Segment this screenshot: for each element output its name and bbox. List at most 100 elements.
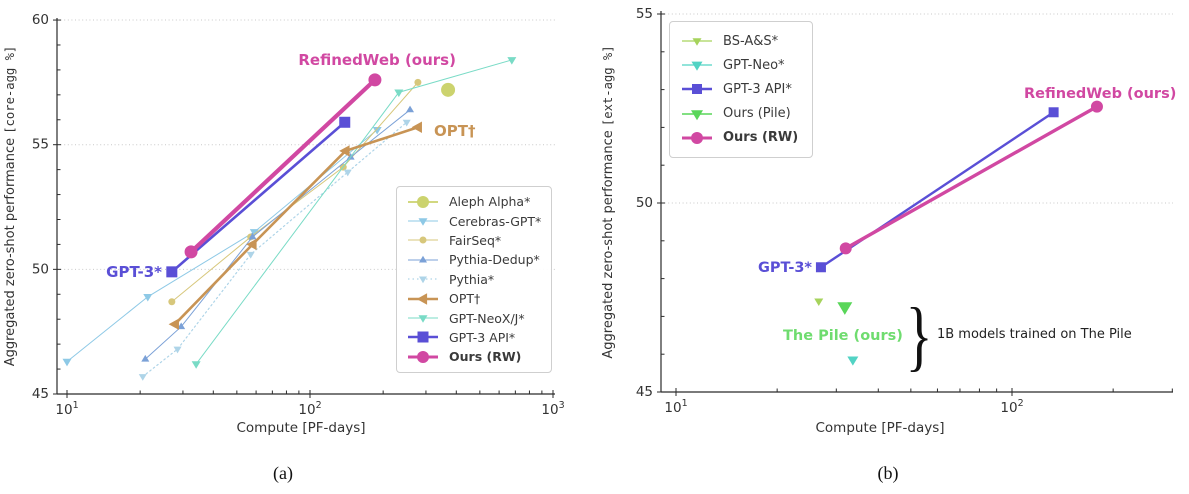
legend-marker-gpt-neox-j bbox=[418, 315, 428, 323]
annotation-a-0: RefinedWeb (ours) bbox=[298, 51, 456, 69]
legend-label-ours-rw: Ours (RW) bbox=[723, 130, 799, 146]
x-axis-label-a: Compute [PF-days] bbox=[236, 420, 365, 436]
legend-row-gpt-3-api: GPT-3 API* bbox=[406, 328, 542, 347]
x-tick-label: 102 bbox=[1000, 398, 1023, 416]
series-marker-gpt-neox-j bbox=[507, 57, 517, 65]
legend-glyph-pythia-dedup bbox=[408, 255, 438, 263]
y-tick-label: 50 bbox=[32, 261, 49, 277]
series-marker-pythia bbox=[138, 374, 147, 381]
legend-marker-bs-as bbox=[692, 38, 702, 46]
legend-marker-ours-rw bbox=[417, 350, 429, 363]
legend-row-bs-as: BS-A&S* bbox=[680, 29, 802, 53]
legend-glyph-bs-as bbox=[682, 38, 712, 46]
x-tick-label: 103 bbox=[541, 400, 564, 418]
series-marker-pythia-dedup bbox=[406, 105, 415, 113]
legend-row-cerebras-gpt: Cerebras-GPT* bbox=[406, 211, 542, 230]
series-line-pythia bbox=[142, 121, 408, 378]
caption-b: (b) bbox=[878, 463, 899, 484]
x-tick-label: 101 bbox=[664, 398, 687, 416]
legend-marker-fairseq bbox=[419, 236, 427, 244]
legend-label-fairseq: FairSeq* bbox=[449, 232, 502, 248]
series-line-opt bbox=[173, 125, 420, 326]
legend-row-pythia: Pythia* bbox=[406, 270, 542, 289]
series-marker-gpt-3-api bbox=[339, 116, 351, 128]
legend-marker-pythia-dedup bbox=[419, 255, 427, 263]
legend-row-aleph-alpha: Aleph Alpha* bbox=[406, 192, 542, 211]
legend-row-ours-pile: Ours (Pile) bbox=[680, 102, 802, 126]
series-marker-ours-pile bbox=[837, 302, 853, 315]
series-marker-bs-as bbox=[814, 298, 824, 307]
legend-glyph-pythia bbox=[408, 276, 438, 284]
plot-a-chart: 101 102 103 45 50 55 60 RefinedWeb (ours) OPT† GP… bbox=[3, 12, 565, 484]
legend-row-fairseq: FairSeq* bbox=[406, 231, 542, 250]
plot-b-chart: 101 102 45 50 55 RefinedWeb (ours) GPT-3* The P… bbox=[601, 6, 1176, 484]
y-tick-label: 50 bbox=[636, 195, 653, 211]
y-tick-label: 55 bbox=[636, 6, 653, 22]
legend-row-gpt-neo: GPT-Neo* bbox=[680, 53, 802, 77]
legend-row-gpt-3-api: GPT-3 API* bbox=[680, 77, 802, 101]
series-marker-pythia bbox=[246, 251, 255, 259]
x-tick-label: 101 bbox=[55, 400, 78, 418]
legend-marker-opt bbox=[416, 292, 428, 305]
annotation-b-1: GPT-3* bbox=[758, 260, 812, 276]
legend-row-pythia-dedup: Pythia-Dedup* bbox=[406, 250, 542, 269]
legend-marker-pythia bbox=[419, 276, 427, 284]
panel-b: 101 102 45 50 55 RefinedWeb (ours) GPT-3* The P… bbox=[594, 0, 1189, 494]
y-tick-label: 45 bbox=[636, 384, 653, 400]
legend-marker-gpt-3-api bbox=[417, 331, 429, 343]
annotation-a-1: OPT† bbox=[434, 122, 476, 140]
legend-glyph-ours-pile bbox=[682, 109, 712, 120]
x-tick-label: 102 bbox=[298, 400, 321, 418]
series-marker-gpt-3-api bbox=[1048, 107, 1059, 118]
annotation-a-2: GPT-3* bbox=[106, 263, 162, 281]
series-marker-gpt-neox-j bbox=[394, 89, 404, 98]
legend-marker-gpt-neo bbox=[691, 61, 703, 72]
caption-a: (a) bbox=[273, 463, 293, 484]
legend-b: BS-A&S* GPT-Neo* GPT-3 API* Ours (Pile) Ours… bbox=[669, 21, 813, 158]
series-marker-opt bbox=[411, 121, 422, 133]
legend-a: Aleph Alpha* Cerebras-GPT* FairSeq* Pythia-… bbox=[396, 186, 552, 373]
series-line-fairseq bbox=[171, 81, 419, 303]
legend-glyph-gpt-3-api bbox=[408, 331, 438, 343]
legend-label-opt: OPT† bbox=[449, 291, 481, 307]
x-axis-label-b: Compute [PF-days] bbox=[815, 420, 944, 436]
legend-label-gpt-neox-j: GPT-NeoX/J* bbox=[449, 310, 525, 326]
legend-label-gpt-neo: GPT-Neo* bbox=[723, 57, 785, 73]
series-marker-pythia bbox=[343, 169, 352, 177]
legend-glyph-aleph-alpha bbox=[408, 195, 438, 208]
series-marker-fairseq bbox=[414, 78, 422, 86]
series-marker-ours-rw bbox=[1090, 100, 1103, 113]
y-axis-label-a: Aggregated zero-shot performance [core-a… bbox=[3, 46, 18, 367]
legend-marker-gpt-3-api bbox=[692, 84, 702, 95]
panel-a: 101 102 103 45 50 55 60 RefinedWeb (ours) OPT† GP… bbox=[0, 0, 594, 494]
legend-marker-ours-rw bbox=[691, 131, 703, 144]
legend-glyph-opt bbox=[408, 292, 438, 305]
series-marker-ours-rw bbox=[839, 242, 852, 255]
series-marker-cerebras-gpt bbox=[372, 126, 382, 135]
y-axis-label-b: Aggregated zero-shot performance [ext-ag… bbox=[601, 45, 616, 358]
series-marker-pythia-dedup bbox=[141, 354, 150, 362]
legend-glyph-ours-rw bbox=[682, 131, 712, 144]
legend-label-gpt-3-api: GPT-3 API* bbox=[723, 81, 792, 97]
legend-label-bs-as: BS-A&S* bbox=[723, 33, 779, 49]
series-marker-cerebras-gpt bbox=[62, 358, 72, 367]
legend-label-pythia: Pythia* bbox=[449, 271, 495, 287]
series-marker-aleph-alpha bbox=[441, 82, 456, 97]
annotation-b-4: 1B models trained on The Pile bbox=[937, 327, 1132, 342]
series-marker-opt bbox=[168, 318, 179, 330]
legend-glyph-ours-rw bbox=[408, 350, 438, 363]
legend-label-gpt-3-api: GPT-3 API* bbox=[449, 329, 516, 345]
legend-glyph-gpt-neox-j bbox=[408, 315, 438, 323]
legend-label-pythia-dedup: Pythia-Dedup* bbox=[449, 252, 540, 268]
series-marker-gpt-3-api bbox=[815, 262, 826, 273]
legend-glyph-gpt-3-api bbox=[682, 84, 712, 95]
series-marker-cerebras-gpt bbox=[143, 293, 153, 302]
annotation-b-3: } bbox=[906, 291, 933, 378]
series-marker-gpt-neo bbox=[847, 356, 859, 366]
series-marker-pythia bbox=[173, 346, 182, 354]
legend-marker-ours-pile bbox=[691, 109, 703, 120]
series-line-ours-rw bbox=[188, 77, 378, 254]
legend-row-gpt-neox-j: GPT-NeoX/J* bbox=[406, 308, 542, 327]
series-marker-pythia-dedup bbox=[177, 322, 186, 330]
series-marker-ours-rw bbox=[184, 245, 198, 259]
